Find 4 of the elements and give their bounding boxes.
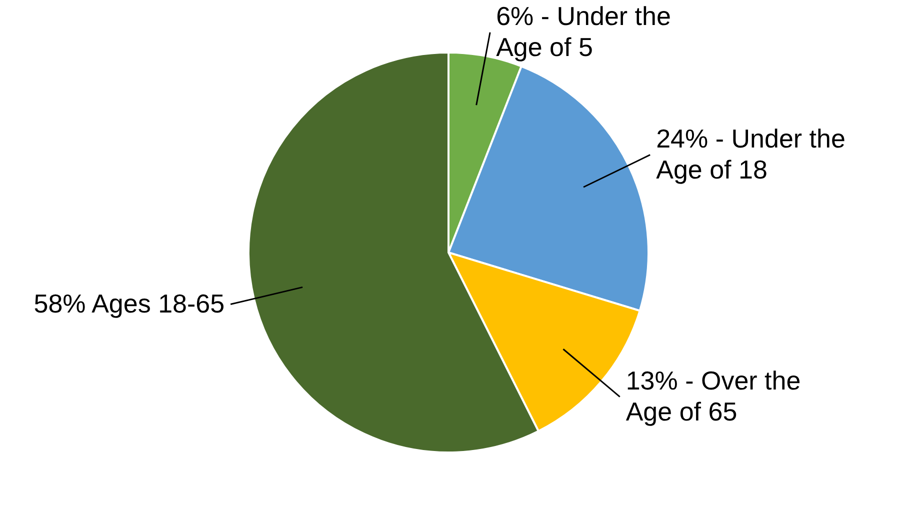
- slice-label: 58% Ages 18-65: [34, 288, 225, 318]
- slice-label: 24% - Under the Age of 18: [656, 123, 846, 184]
- slice-label: 13% - Over the Age of 65: [626, 365, 801, 426]
- slice-label: 6% - Under the Age of 5: [496, 0, 671, 62]
